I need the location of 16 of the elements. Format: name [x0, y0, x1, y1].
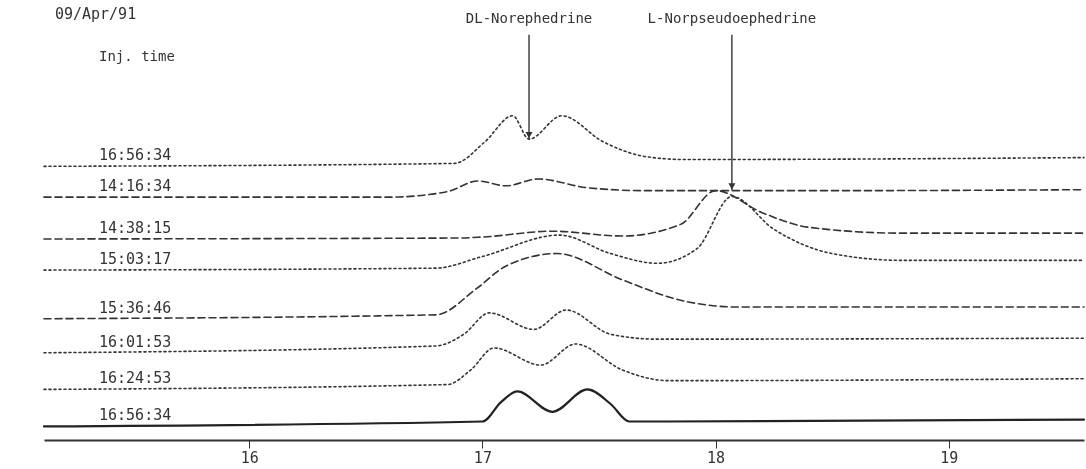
x-tick-label: 17 [473, 448, 492, 467]
series-label: 14:38:15 [99, 218, 172, 237]
series-label: 15:36:46 [99, 298, 172, 317]
series-label: 16:56:34 [99, 406, 172, 425]
annotation: DL-Norephedrine [465, 10, 593, 26]
x-tick-label: 19 [940, 448, 959, 467]
series-label: 16:01:53 [99, 332, 172, 351]
series-label: 16:56:34 [99, 146, 172, 165]
annotation: L-Norpseudoephedrine [647, 10, 817, 26]
series-label: 15:03:17 [99, 250, 172, 269]
chart-title: 09/Apr/91 [54, 5, 137, 23]
x-tick-label: 16 [240, 448, 259, 467]
x-tick-label: 18 [707, 448, 726, 467]
series-label: 16:24:53 [99, 369, 172, 388]
legend-title: Inj. time [99, 48, 175, 64]
series-label: 14:16:34 [99, 177, 172, 196]
